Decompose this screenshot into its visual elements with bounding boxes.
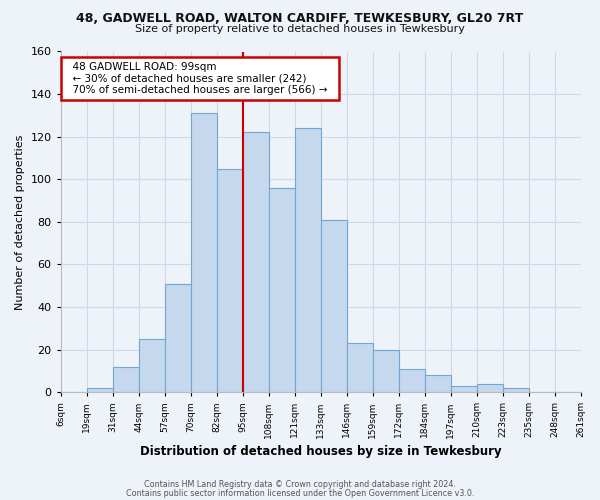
Bar — [347, 343, 373, 392]
Text: Size of property relative to detached houses in Tewkesbury: Size of property relative to detached ho… — [135, 24, 465, 34]
Text: Contains public sector information licensed under the Open Government Licence v3: Contains public sector information licen… — [126, 488, 474, 498]
Bar — [191, 113, 217, 392]
Text: 48, GADWELL ROAD, WALTON CARDIFF, TEWKESBURY, GL20 7RT: 48, GADWELL ROAD, WALTON CARDIFF, TEWKES… — [76, 12, 524, 26]
Text: Contains HM Land Registry data © Crown copyright and database right 2024.: Contains HM Land Registry data © Crown c… — [144, 480, 456, 489]
Bar — [476, 384, 503, 392]
Bar — [451, 386, 476, 392]
Y-axis label: Number of detached properties: Number of detached properties — [15, 134, 25, 310]
Bar — [242, 132, 269, 392]
Bar — [425, 375, 451, 392]
Bar — [320, 220, 347, 392]
Bar — [398, 368, 425, 392]
Bar — [503, 388, 529, 392]
Bar — [269, 188, 295, 392]
Bar — [217, 168, 242, 392]
Bar — [295, 128, 320, 392]
Bar — [139, 339, 164, 392]
Text: 48 GADWELL ROAD: 99sqm  
  ← 30% of detached houses are smaller (242)  
  70% of: 48 GADWELL ROAD: 99sqm ← 30% of detached… — [66, 62, 334, 95]
Bar — [373, 350, 398, 392]
X-axis label: Distribution of detached houses by size in Tewkesbury: Distribution of detached houses by size … — [140, 444, 502, 458]
Bar — [86, 388, 113, 392]
Bar — [113, 366, 139, 392]
Bar — [164, 284, 191, 392]
